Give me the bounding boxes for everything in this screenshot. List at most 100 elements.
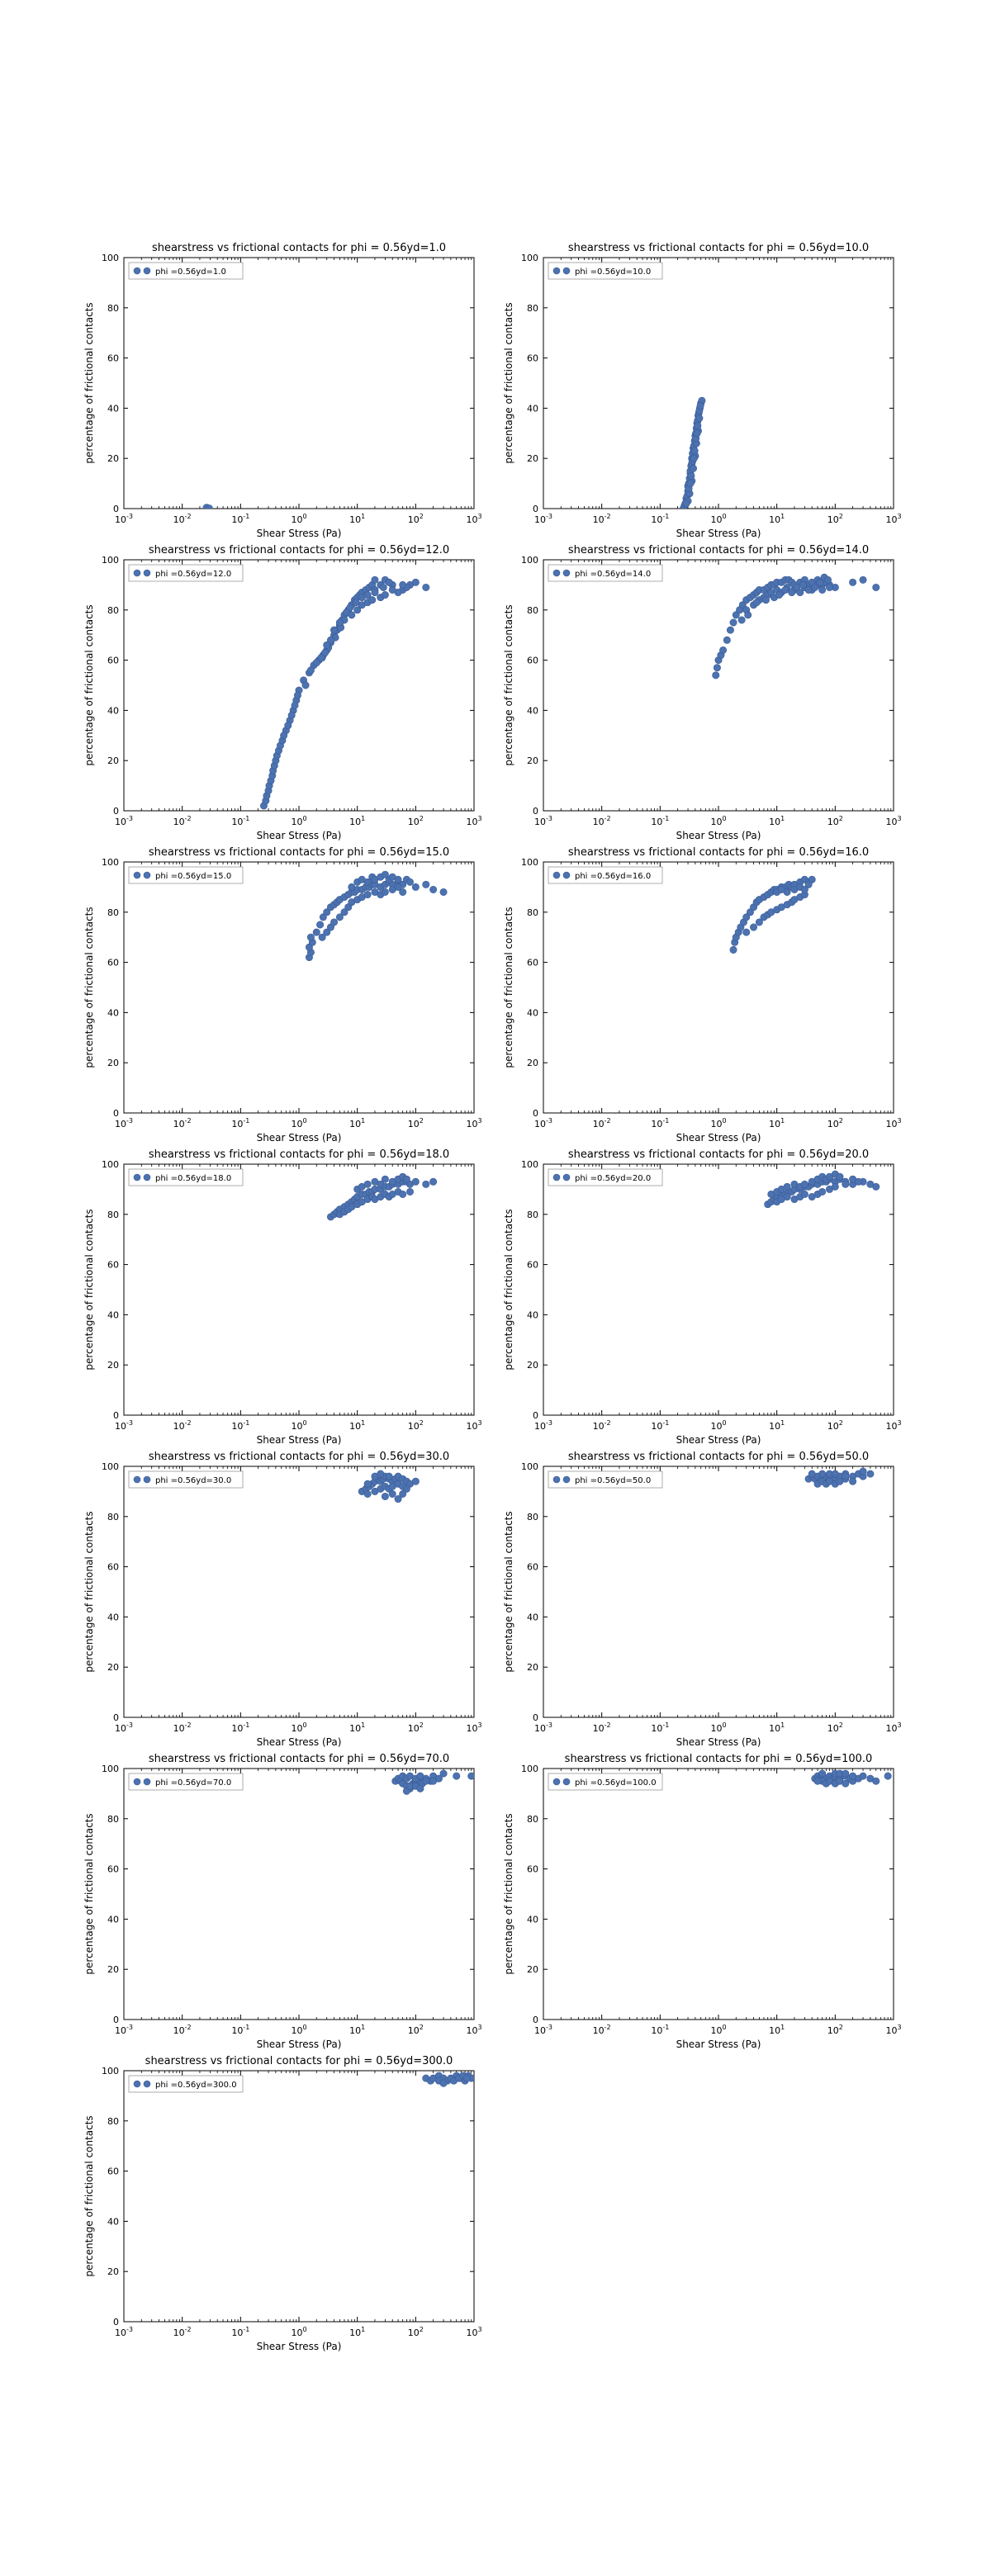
y-axis-label: percentage of frictional contacts (503, 1813, 514, 1974)
data-point (318, 933, 326, 941)
data-points (764, 1170, 880, 1209)
data-point (800, 1190, 808, 1198)
legend-marker (143, 2080, 151, 2088)
y-tick-label: 40 (107, 1612, 119, 1622)
subplot-1: shearstress vs frictional contacts for p… (83, 242, 482, 539)
legend-marker (143, 267, 151, 275)
data-point (831, 1182, 839, 1191)
data-point (371, 589, 379, 597)
legend-box (128, 564, 244, 582)
x-tick-label: 103 (466, 815, 481, 827)
data-point (321, 648, 330, 656)
data-point (682, 500, 690, 508)
y-tick-label: 80 (527, 1210, 538, 1220)
data-point (291, 701, 299, 709)
y-tick-label: 0 (533, 806, 538, 817)
x-tick-label: 101 (349, 2326, 365, 2338)
x-tick-label: 10-2 (173, 815, 192, 827)
y-tick-label: 0 (113, 2317, 119, 2327)
data-point (842, 1472, 850, 1480)
data-point (402, 1485, 410, 1493)
data-point (849, 1772, 857, 1780)
y-axis-label: percentage of frictional contacts (83, 604, 95, 765)
data-point (842, 1180, 850, 1188)
data-point (866, 1470, 875, 1478)
x-tick-label: 10-1 (231, 1419, 249, 1432)
legend-marker (143, 1475, 151, 1484)
data-point (346, 604, 354, 612)
x-tick-label: 10-1 (231, 815, 249, 827)
data-point (738, 601, 747, 609)
data-point (394, 883, 402, 891)
data-point (335, 913, 344, 921)
legend-box (128, 1168, 244, 1186)
y-tick-label: 60 (107, 353, 119, 364)
y-tick-label: 40 (527, 705, 538, 716)
y-tick-label: 100 (521, 555, 538, 566)
x-tick-label: 100 (710, 2024, 726, 2036)
data-point (363, 891, 372, 899)
legend-label: phi =0.56yd=50.0 (575, 1476, 651, 1485)
data-point (306, 933, 315, 941)
x-axis-label: Shear Stress (Pa) (257, 1132, 342, 1144)
x-tick-label: 10-2 (593, 2024, 611, 2036)
x-tick-label: 101 (349, 513, 365, 525)
x-tick-label: 10-3 (115, 1117, 133, 1129)
subplot-13: shearstress vs frictional contacts for p… (83, 2055, 482, 2352)
chart-title: shearstress vs frictional contacts for p… (565, 1753, 873, 1765)
data-point (323, 908, 331, 916)
legend-marker (552, 1475, 561, 1484)
chart-title: shearstress vs frictional contacts for p… (149, 1451, 449, 1463)
data-point (388, 1489, 396, 1498)
x-axis-label: Shear Stress (Pa) (257, 2039, 342, 2050)
x-axis-label: Shear Stress (Pa) (676, 1434, 761, 1446)
data-points (358, 1470, 420, 1503)
subplot-9: shearstress vs frictional contacts for p… (83, 1451, 482, 1748)
data-points (679, 396, 706, 509)
data-point (381, 591, 389, 599)
legend-box (128, 262, 244, 280)
legend-label: phi =0.56yd=14.0 (575, 570, 651, 579)
data-point (693, 429, 701, 438)
data-point (723, 636, 731, 644)
legend-box (128, 1773, 244, 1791)
x-tick-label: 10-3 (534, 513, 552, 525)
x-tick-label: 101 (769, 815, 785, 827)
data-point (411, 883, 420, 891)
legend-marker (133, 1778, 141, 1786)
x-tick-label: 101 (769, 1419, 785, 1432)
data-point (312, 928, 320, 936)
chart-title: shearstress vs frictional contacts for p… (149, 846, 449, 859)
data-point (825, 583, 833, 591)
data-point (689, 464, 697, 472)
subplot-12: shearstress vs frictional contacts for p… (503, 1753, 902, 2050)
data-point (755, 918, 763, 926)
legend-label: phi =0.56yd=10.0 (575, 268, 651, 277)
y-tick-label: 80 (527, 605, 538, 616)
x-tick-label: 101 (769, 1117, 785, 1129)
x-tick-label: 10-2 (173, 2024, 192, 2036)
y-tick-label: 100 (102, 1461, 119, 1472)
legend-marker (133, 569, 141, 577)
y-tick-label: 40 (527, 1007, 538, 1018)
y-tick-label: 100 (102, 1159, 119, 1170)
data-point (301, 681, 310, 689)
subplot-11: shearstress vs frictional contacts for p… (83, 1753, 482, 2050)
data-point (687, 471, 695, 480)
x-tick-label: 10-2 (593, 1419, 611, 1432)
data-point (813, 1777, 822, 1785)
x-tick-label: 102 (827, 1419, 843, 1432)
data-point (884, 1772, 892, 1780)
x-tick-label: 10-1 (231, 2326, 249, 2338)
legend: phi =0.56yd=14.0 (548, 564, 663, 582)
data-point (379, 583, 387, 591)
chart-title: shearstress vs frictional contacts for p… (568, 242, 869, 254)
data-point (783, 1193, 791, 1201)
y-tick-label: 0 (113, 504, 119, 514)
legend-label: phi =0.56yd=300.0 (155, 2081, 237, 2090)
x-tick-label: 10-3 (534, 1419, 552, 1432)
y-axis-label: percentage of frictional contacts (503, 604, 514, 765)
data-point (422, 1180, 430, 1188)
x-tick-label: 103 (466, 2024, 481, 2036)
x-tick-label: 100 (291, 1721, 306, 1734)
